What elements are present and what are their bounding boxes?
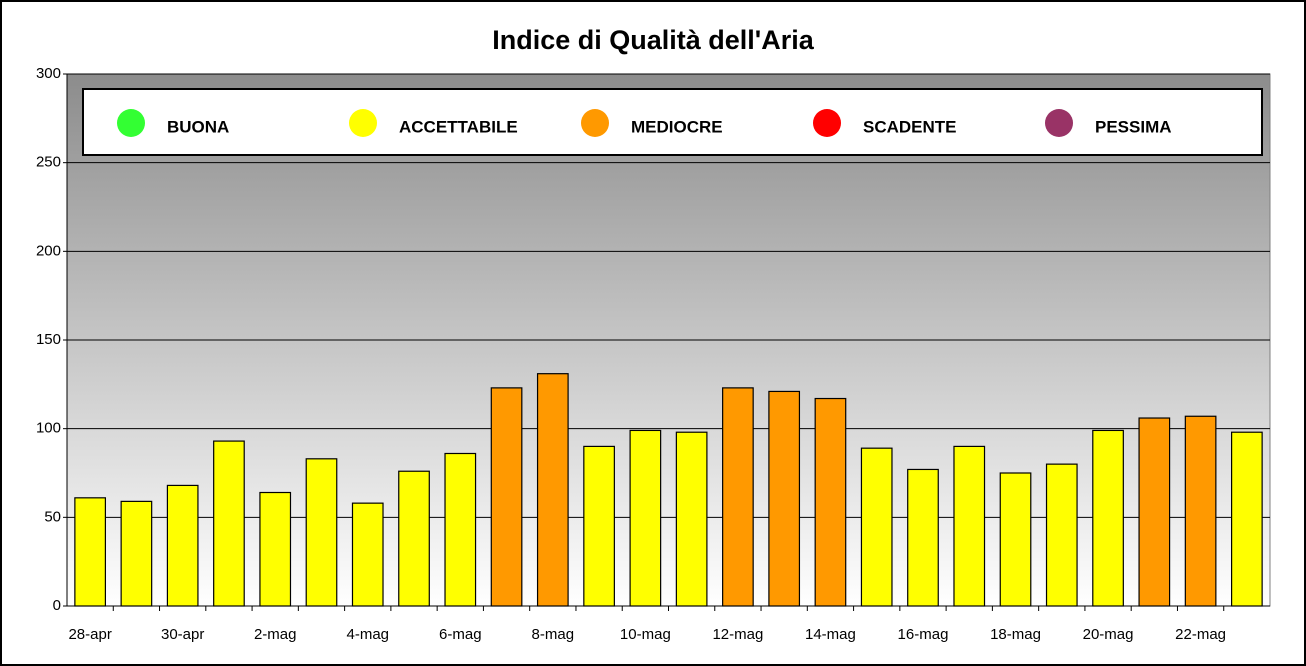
bar: [999, 472, 1032, 607]
x-tick-label: 14-mag: [805, 626, 856, 643]
bar: [490, 387, 523, 607]
legend-label: BUONA: [167, 117, 229, 136]
chart-title: Indice di Qualità dell'Aria: [492, 25, 814, 55]
bar: [814, 397, 847, 607]
legend-swatch: [117, 109, 145, 137]
x-tick-label: 6-mag: [439, 626, 482, 643]
bar: [583, 445, 615, 607]
bar: [259, 491, 292, 607]
bar: [629, 429, 662, 607]
bar: [675, 431, 708, 607]
y-tick-label: 300: [36, 65, 61, 82]
x-tick-label: 30-apr: [161, 626, 204, 643]
legend-swatch: [581, 109, 609, 137]
legend-label: MEDIOCRE: [631, 117, 723, 136]
x-tick-label: 10-mag: [620, 626, 671, 643]
x-tick-label: 4-mag: [346, 626, 389, 643]
legend-swatch: [349, 109, 377, 137]
bar: [444, 452, 477, 607]
x-tick-label: 28-apr: [68, 626, 111, 643]
legend-swatch: [1045, 109, 1073, 137]
x-tick-label: 12-mag: [712, 626, 763, 643]
bar: [953, 445, 986, 607]
bar: [120, 500, 153, 607]
legend-swatch: [813, 109, 841, 137]
x-tick-label: 20-mag: [1083, 626, 1134, 643]
x-tick-label: 16-mag: [898, 626, 949, 643]
bar: [213, 440, 245, 607]
legend-label: PESSIMA: [1095, 117, 1172, 136]
y-tick-label: 200: [36, 242, 61, 259]
bar: [1045, 463, 1078, 607]
legend-label: ACCETTABILE: [399, 117, 518, 136]
bar: [907, 468, 939, 607]
y-tick-label: 150: [36, 331, 61, 348]
bar: [1230, 431, 1263, 607]
y-tick-label: 100: [36, 420, 61, 437]
bar: [768, 390, 801, 607]
bar: [860, 447, 893, 607]
legend-label: SCADENTE: [863, 117, 957, 136]
x-tick-label: 8-mag: [532, 626, 575, 643]
bar: [351, 502, 384, 607]
y-tick-label: 0: [53, 597, 61, 614]
bar: [1092, 429, 1124, 607]
x-tick-label: 2-mag: [254, 626, 297, 643]
bar: [722, 387, 754, 607]
y-tick-label: 250: [36, 154, 61, 171]
bar: [536, 373, 569, 607]
x-tick-label: 18-mag: [990, 626, 1041, 643]
bar: [166, 484, 199, 607]
x-tick-label: 22-mag: [1175, 626, 1226, 643]
y-tick-label: 50: [44, 508, 61, 525]
bar: [1184, 415, 1217, 607]
bar: [1138, 417, 1171, 607]
bar: [305, 458, 338, 607]
bar: [74, 497, 107, 607]
bar: [398, 470, 430, 607]
